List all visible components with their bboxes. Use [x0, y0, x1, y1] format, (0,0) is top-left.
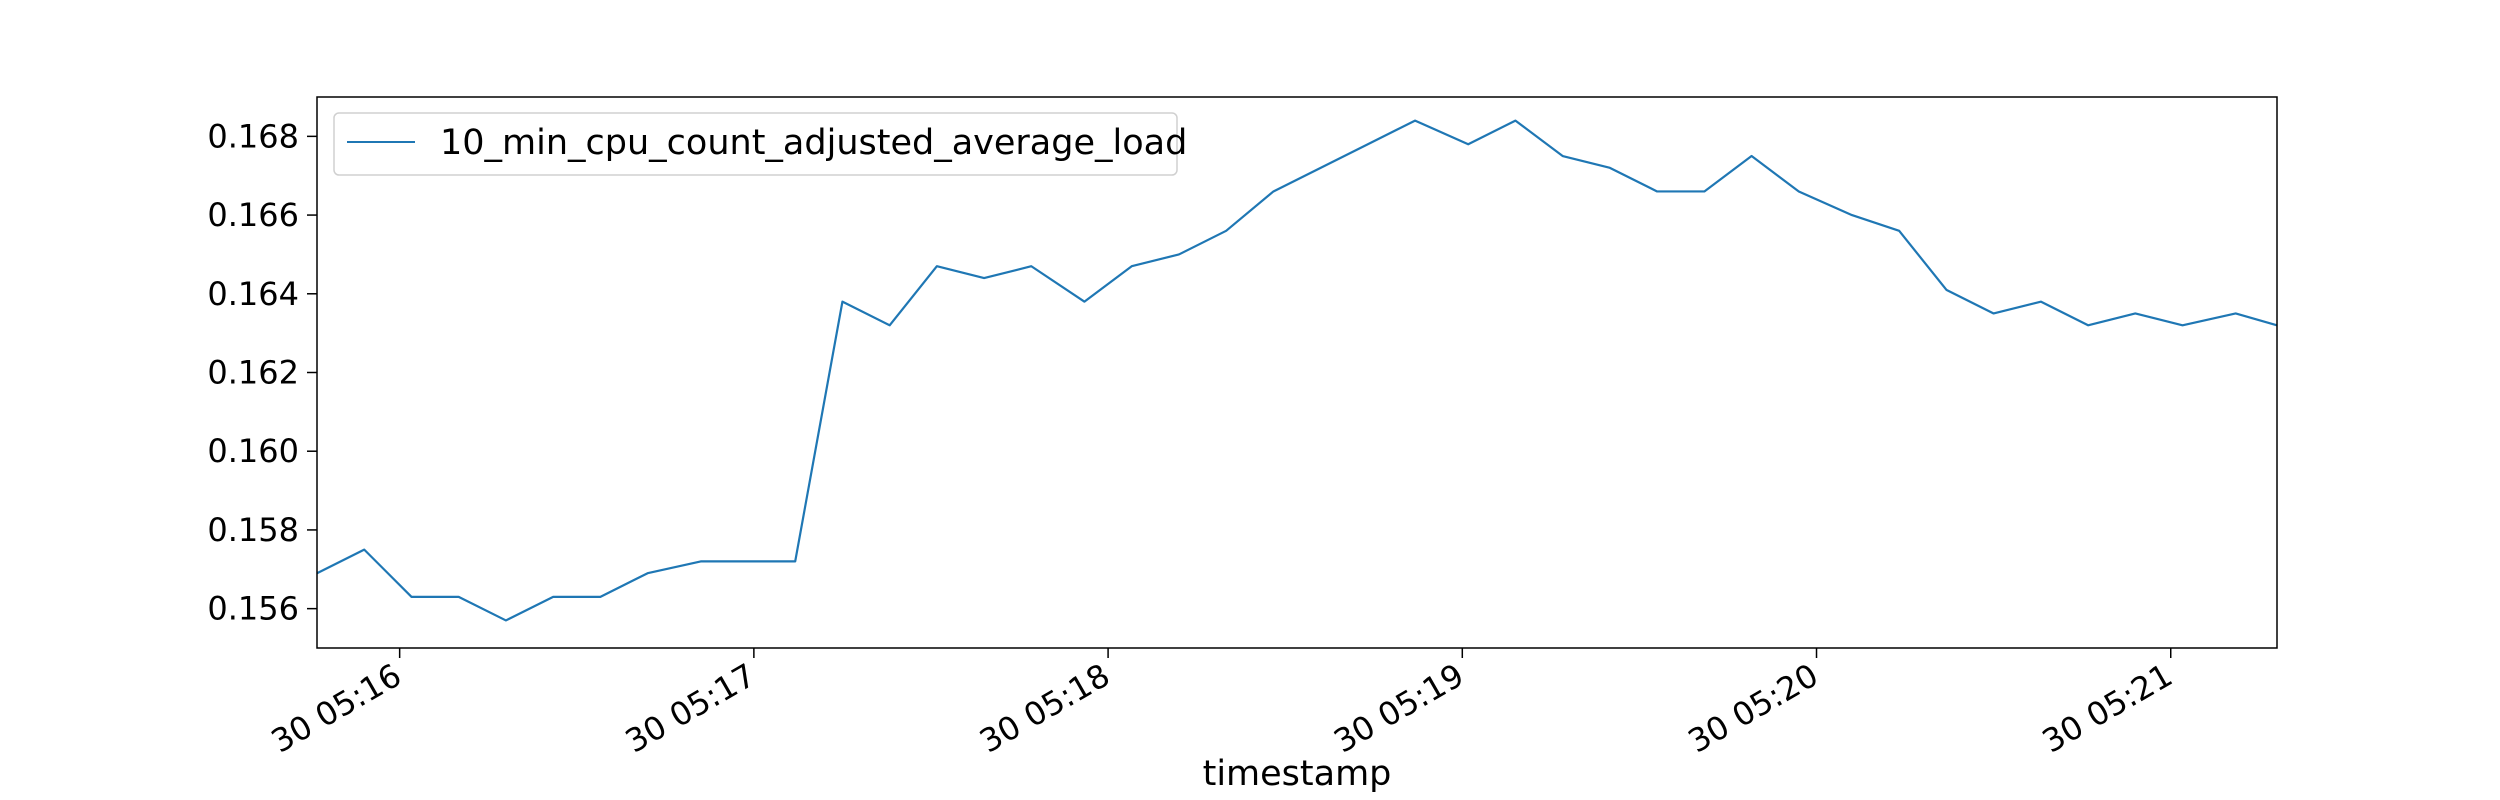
- y-tick-label: 0.168: [207, 117, 299, 155]
- x-axis-label: timestamp: [1203, 754, 1392, 794]
- legend: 10_min_cpu_count_adjusted_average_load: [333, 112, 1187, 176]
- y-tick-label: 0.166: [207, 196, 299, 234]
- series-line: [316, 119, 2278, 622]
- y-tick-label: 0.158: [207, 511, 299, 549]
- legend-box: [333, 112, 1178, 176]
- y-tick-label: 0.156: [207, 590, 299, 628]
- y-axis: 0.156 0.158 0.160 0.162 0.164 0.166 0.168: [207, 117, 317, 628]
- y-tick-label: 0.160: [207, 432, 299, 470]
- legend-label: 10_min_cpu_count_adjusted_average_load: [440, 123, 1187, 163]
- series-layer: [316, 119, 2278, 622]
- y-tick-label: 0.162: [207, 354, 299, 392]
- axes-frame: [316, 96, 2278, 649]
- y-tick-label: 0.164: [207, 275, 299, 313]
